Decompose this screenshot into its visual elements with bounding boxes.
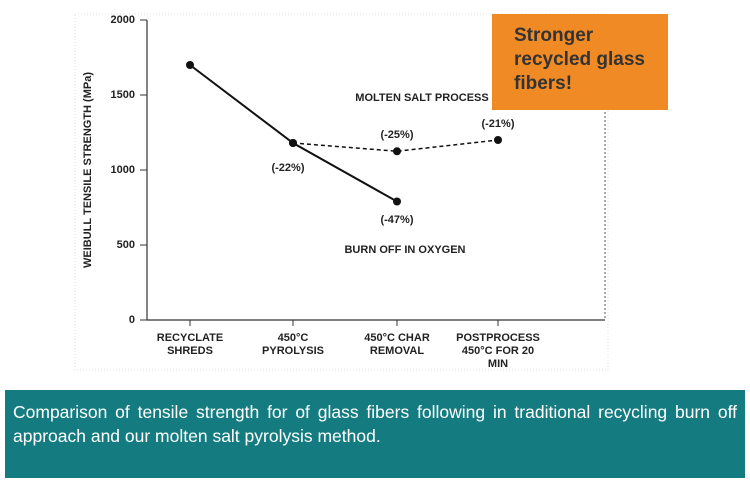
annotation: (-25%) [380,129,413,141]
annotation: (-22%) [271,162,304,174]
y-tick-label: 500 [117,239,135,251]
data-point [393,197,401,206]
caption: Comparison of tensile strength for of gl… [5,390,745,478]
annotation: (-47%) [380,214,413,226]
data-point [393,147,401,156]
y-axis-label: WEIBULL TENSILE STRENGTH (MPa) [82,72,94,268]
y-tick-label: 1500 [111,89,135,101]
series-label: BURN OFF IN OXYGEN [344,244,465,256]
data-point [289,139,297,147]
chart-frame [74,13,609,371]
callout: Stronger recycled glass fibers! [492,14,668,110]
data-point [186,61,194,69]
y-tick-label: 1000 [111,164,135,176]
series-line [189,64,398,203]
y-tick-label: 2000 [111,14,135,26]
x-tick-label: RECYCLATE SHREDS [156,332,224,357]
y-tick-label: 0 [129,314,135,326]
data-point [494,136,502,144]
x-tick-label: POSTPROCESS 450°C FOR 20 MIN [456,332,540,370]
series-label: MOLTEN SALT PROCESS [355,92,488,104]
x-tick-label: 450°C CHAR REMOVAL [364,332,430,357]
annotation: (-21%) [481,118,514,130]
x-tick-label: 450°C PYROLYSIS [262,332,324,357]
